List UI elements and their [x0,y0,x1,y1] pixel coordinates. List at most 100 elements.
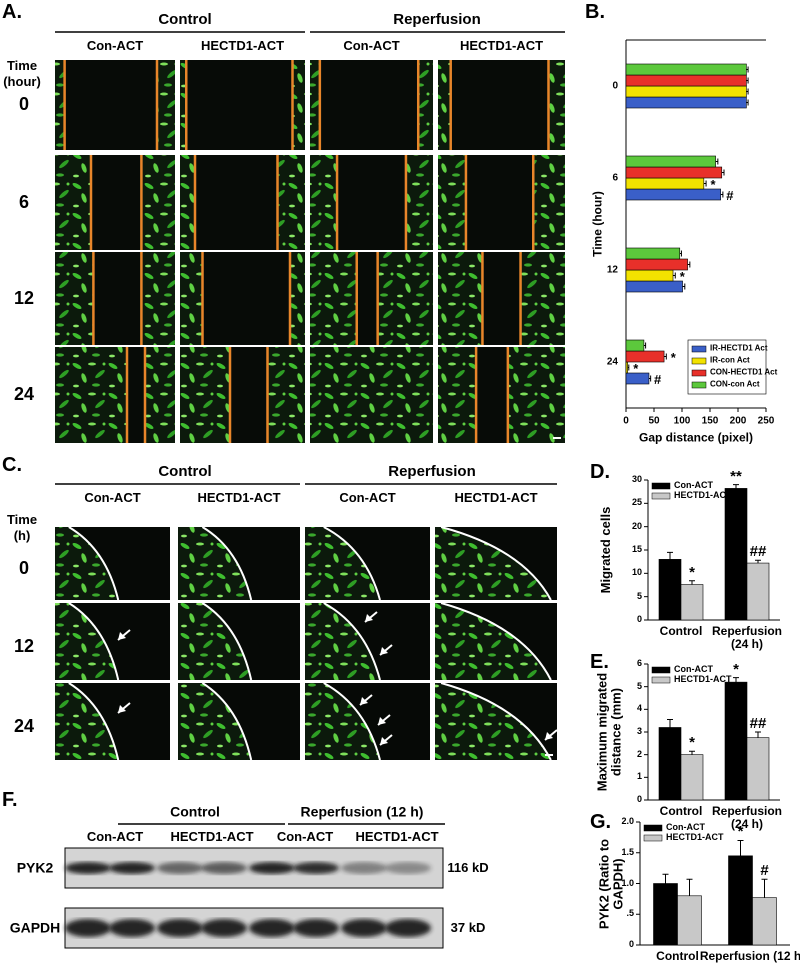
y-tick-label: 3 [636,726,642,737]
group-header: Control [158,10,212,28]
blot-band [65,919,111,937]
legend-label: CON-HECTD1 Act [710,367,778,377]
wound-gap [465,155,534,250]
arrow-head [118,705,126,713]
y-tick-label: 0 [628,939,634,950]
x-tick-label: 50 [648,415,660,427]
band-size: 116 kD [447,859,489,875]
legend-label: CON-con Act [710,379,760,389]
x-tick-label: 0 [623,415,629,427]
wound-gap [195,155,278,250]
bar [625,361,628,374]
y-tick-label: 2 [636,748,642,759]
error-bar [667,551,673,560]
wound-gap [127,347,145,443]
y-tick-label: .5 [626,908,634,919]
panel-label: B. [585,1,605,23]
wound-gap [450,60,549,150]
column-header: Con-ACT [86,37,144,53]
x-tick-label: 100 [673,415,691,427]
wound-gap [476,347,508,443]
error-bar [627,364,630,371]
blot-band [109,919,155,937]
group-header: Reperfusion [388,462,476,480]
wound-gap [356,252,378,345]
y-tick-label: 4 [636,703,642,714]
blot-band [293,862,339,874]
row-label: 0 [18,94,30,115]
row-label: 24 [13,384,35,405]
annotation: ## [749,714,767,732]
annotation: # [654,371,662,387]
error-bar [686,878,693,896]
x-tick-label: Control [659,624,703,638]
front-line [440,602,552,681]
blot-band [157,862,203,874]
panel-label: F. [2,789,18,811]
wound-gap [186,60,293,150]
error-bar [733,677,739,683]
y-tick-label: 12 [606,264,618,276]
blot-band [65,862,111,874]
front-line [201,602,253,681]
arrow-head [365,614,373,622]
bar [625,280,683,293]
legend-label: Con-ACT [674,480,713,491]
legend-swatch [691,345,707,353]
legend-label: HECTD1-ACT [674,490,732,501]
y-tick-label: 5 [636,590,642,601]
bar [658,559,682,621]
row-header: (h) [13,527,31,543]
row-header: (hour) [3,73,41,89]
y-tick-label: 6 [636,658,642,669]
row-header: Time [6,511,38,527]
y-tick-label: 6 [612,172,618,184]
annotation: * [633,360,639,376]
front-line [440,682,552,761]
arrow-head [380,737,388,745]
blot-band [249,862,295,874]
column-header: HECTD1-ACT [459,37,544,53]
front-line [323,602,381,681]
column-header: HECTD1-ACT [454,489,538,505]
y-axis-label: Time (hour) [590,191,605,257]
blot-band [293,919,339,937]
error-bar [746,66,749,73]
bar [728,855,753,946]
bar [625,74,747,87]
y-tick-label: 1.0 [621,877,634,888]
bar [625,166,723,179]
error-bar [687,261,691,268]
bar [625,85,747,98]
bar [625,63,747,76]
bar [653,883,678,946]
error-bar [667,719,673,728]
legend-swatch [651,492,671,500]
group-header: Control [170,803,220,820]
bar [724,488,748,621]
legend-swatch [691,381,707,389]
row-label: 0 [18,557,30,578]
bar [625,258,688,271]
column-header: Con-ACT [84,489,141,505]
band-size: 37 kD [450,919,486,935]
x-tick-label: 250 [757,415,775,427]
y-tick-label: 15 [631,544,642,555]
y-tick-label: 10 [631,567,642,578]
blot-band [109,862,155,874]
row-label: 24 [13,715,35,736]
y-tick-label: 30 [631,474,642,485]
y-tick-label: 1.5 [621,846,634,857]
error-bar [673,272,676,279]
error-bar [755,731,761,738]
cell-front [435,527,551,600]
error-bar [733,484,739,489]
legend-swatch [651,482,671,490]
y-tick-label: 1 [636,771,642,782]
front-line [68,682,120,761]
x-tick-label: 200 [729,415,747,427]
wound-gap [93,252,142,345]
legend-swatch [691,357,707,365]
x-tick-label: 150 [701,415,719,427]
band-label: GAPDH [9,919,61,936]
